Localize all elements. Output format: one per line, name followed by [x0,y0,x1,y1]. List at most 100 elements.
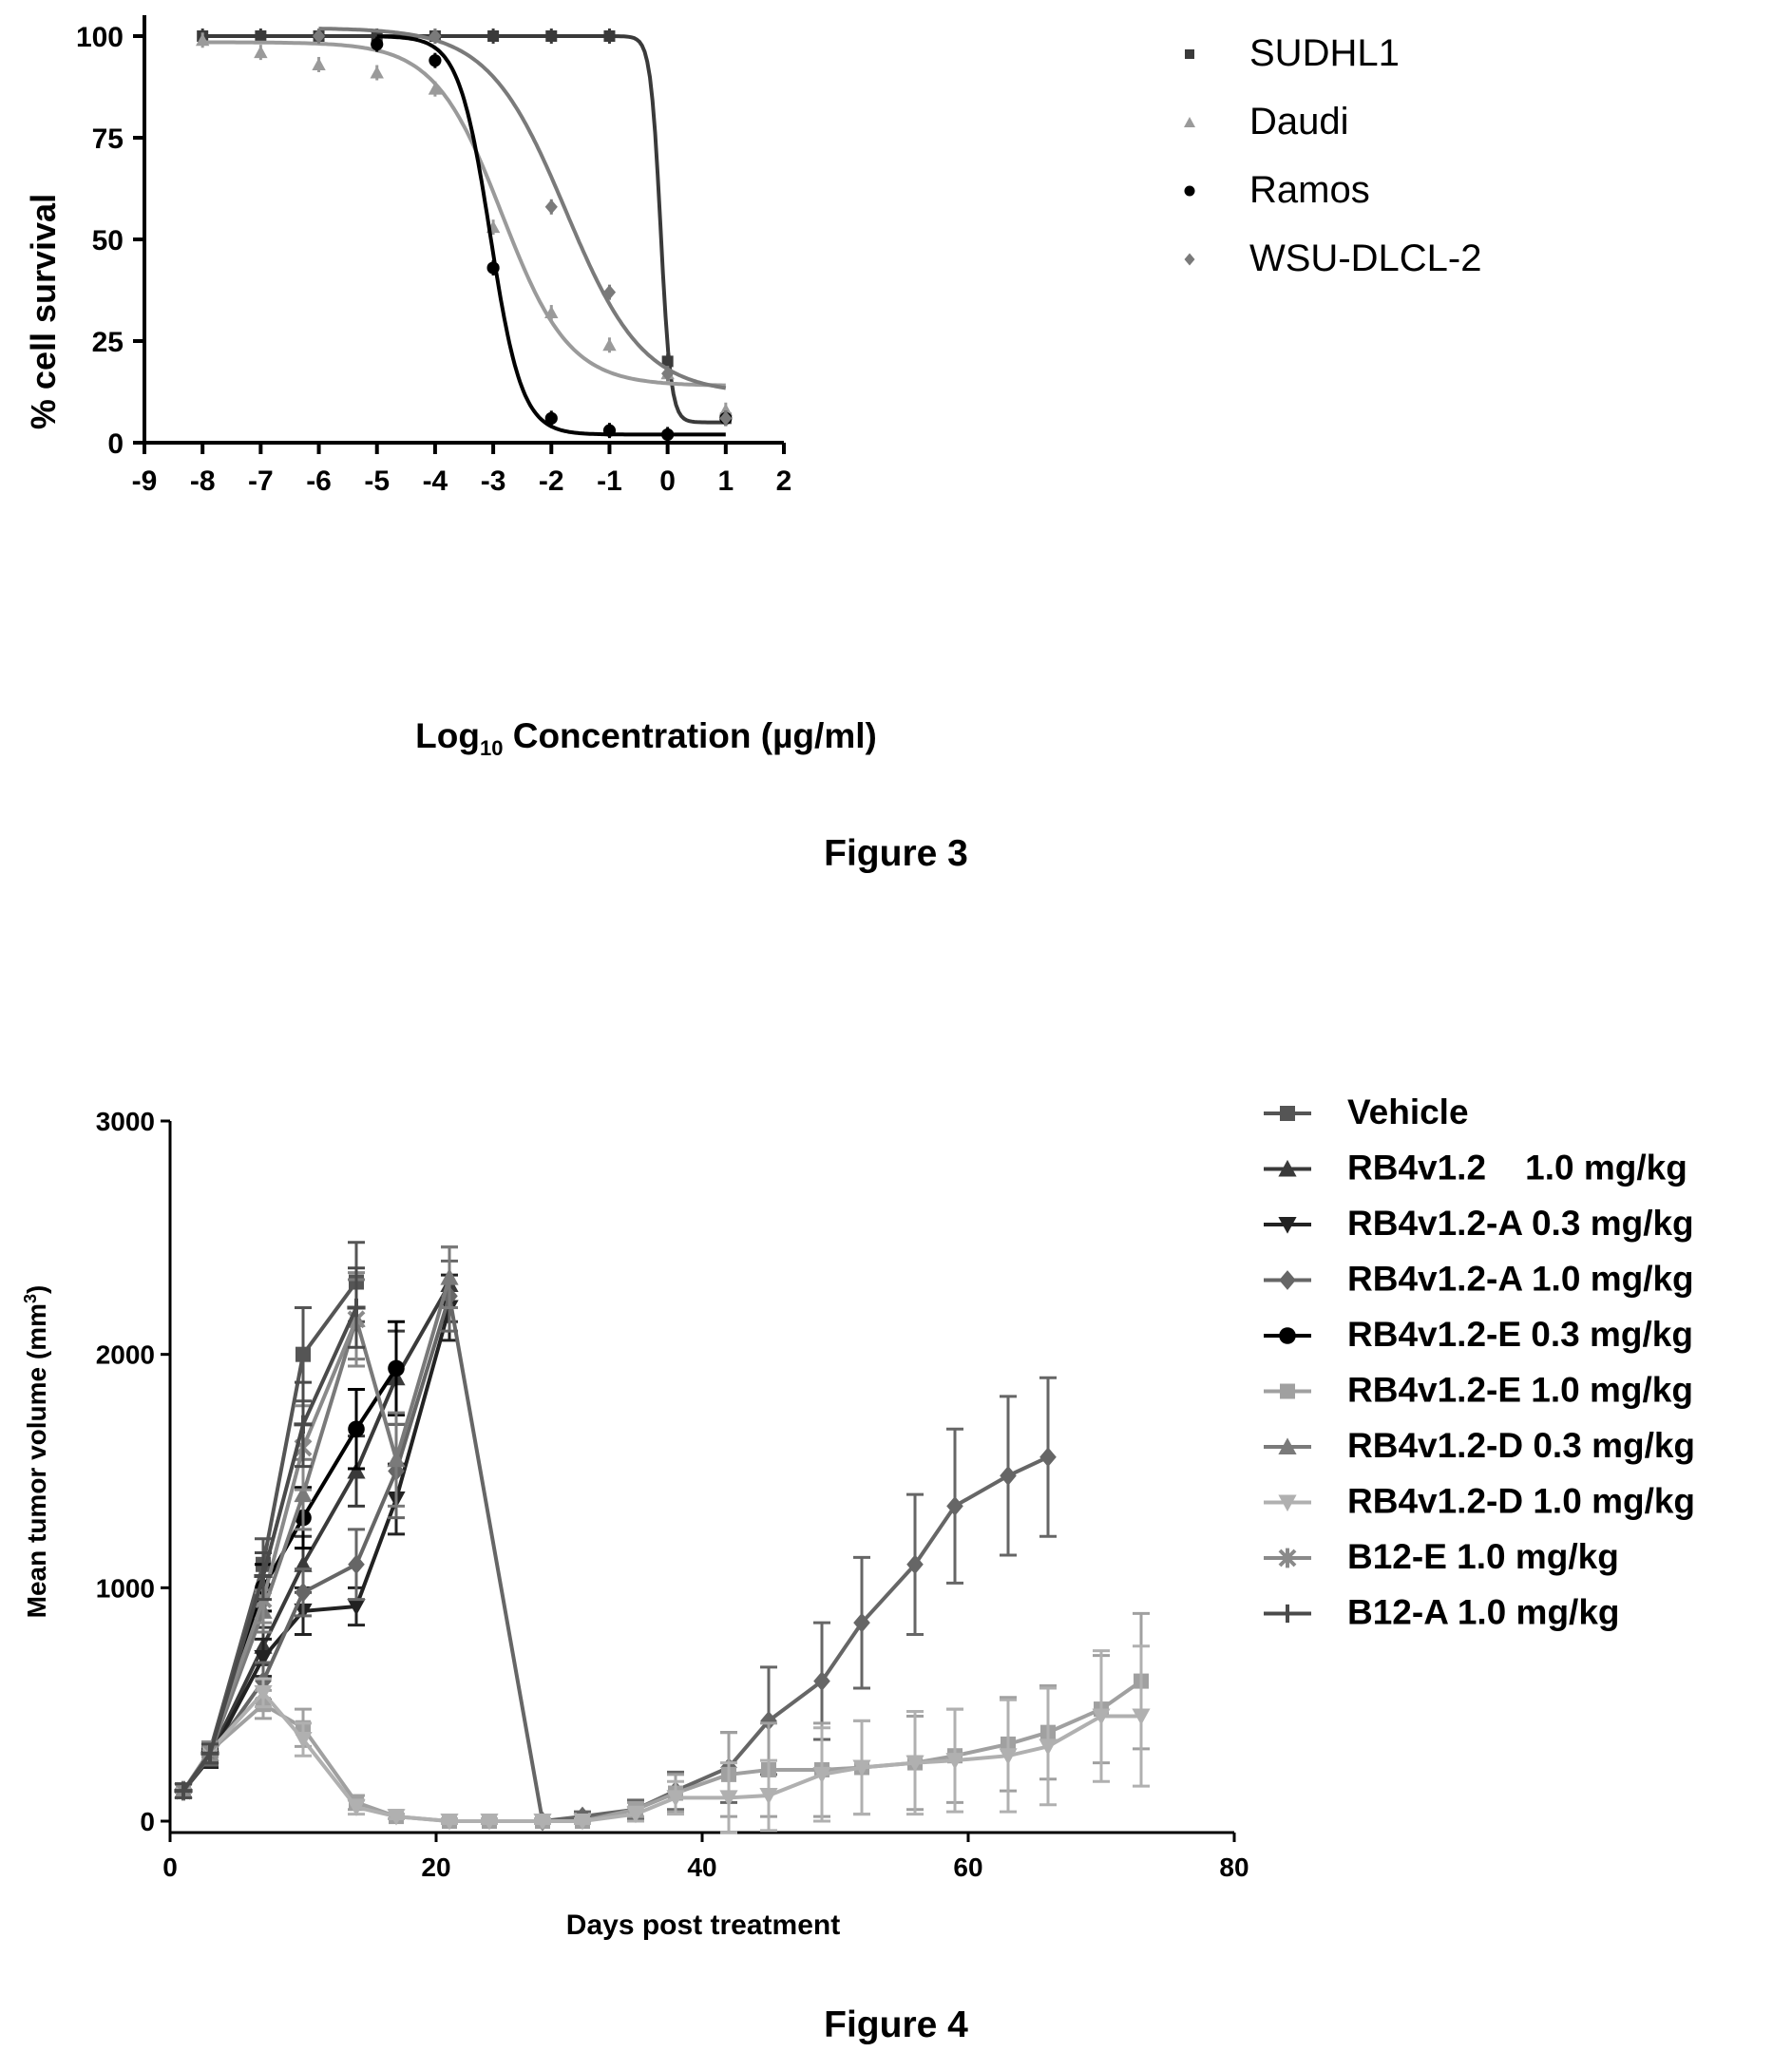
fig4-series-line-7 [181,1689,1141,1823]
fig3-x-title-rest: Concentration (µg/ml) [503,716,876,755]
fig4-data-point [174,1781,193,1800]
fig3-x-title-sub: 10 [480,736,503,760]
fig3-data-point [428,82,443,95]
fig3-x-tick-label: 2 [776,466,792,497]
fig3-x-axis-title: Log10 Concentration (µg/ml) [415,716,877,760]
fig4-legend-label: RB4v1.2-A 0.3 mg/kg [1347,1204,1694,1243]
fig4-legend: Vehicle RB4v1.2 1.0 mg/kg RB4v1.2-A 0.3 mg… [1264,1092,1695,1632]
fig4-series-line-5 [181,1679,1143,1823]
fig4-legend-label: Vehicle [1347,1092,1469,1131]
fig4-data-point [294,1415,313,1434]
fig3-fit-curve-3 [318,27,727,390]
fig4-data-point [999,1748,1018,1765]
fig4-x-tick-label: 40 [687,1852,716,1882]
fig3-legend-marker [1185,49,1194,59]
fig4-y-title-close: ) [22,1285,51,1294]
fig4-data-point [347,1799,366,1816]
fig4-legend-marker [1279,1270,1296,1290]
fig4-data-point [440,1267,459,1285]
fig3-data-point [195,33,210,47]
fig3-x-tick-label: -2 [539,466,564,497]
fig3-data-point [255,30,267,42]
fig3-y-axis-title: % cell survival [24,194,63,429]
fig4-data-point [254,1567,273,1586]
fig4-x-tick-label: 20 [421,1852,450,1882]
fig4-legend-label: RB4v1.2-A 1.0 mg/kg [1347,1260,1694,1299]
fig3-data-point [661,428,675,442]
fig4-data-point [254,1684,273,1702]
fig4-x-axis-title: Days post treatment [566,1910,840,1941]
fig4-data-point [387,1809,406,1826]
fig4-data-point [853,1612,870,1633]
fig4-data-point [1092,1708,1111,1726]
fig4-x-tick-label: 80 [1219,1852,1249,1882]
fig3-x-tick-label: -7 [248,466,274,497]
fig3-data-point [312,57,326,70]
fig4-data-point [294,1732,313,1749]
fig4-legend-marker [1278,1494,1297,1512]
fig4-legend-marker [1279,1327,1296,1344]
fig3-data-point [602,424,617,437]
fig3-x-tick-label: -4 [423,466,448,497]
fig3-y-tick-label: 100 [76,22,124,53]
fig3-data-point [429,28,442,44]
fig3-data-point [487,30,500,42]
fig3-y-tick-label: 25 [92,327,124,358]
fig4-y-tick-label: 2000 [96,1340,155,1370]
fig3-legend-label: Ramos [1249,169,1370,211]
fig3-legend-label: WSU-DLCL-2 [1249,238,1481,279]
fig4-data-point [852,1759,871,1777]
fig4-y-title-sup: 3 [21,1294,40,1303]
fig3-data-point [371,37,384,51]
fig4-data-point [295,1582,312,1603]
fig4-data-point [666,1790,685,1808]
fig4-data-point [1000,1466,1017,1486]
fig4-legend-label: B12-A 1.0 mg/kg [1347,1593,1620,1632]
fig4-data-point [348,1554,365,1575]
fig3-legend-label: Daudi [1249,101,1349,142]
fig4-data-point [759,1787,778,1805]
fig4-data-point [440,1814,459,1831]
fig3-x-tick-label: 0 [659,466,676,497]
fig3-legend-label: SUDHL1 [1249,32,1400,74]
fig4-data-point [946,1495,963,1516]
fig4-legend-label: RB4v1.2-E 1.0 mg/kg [1347,1371,1693,1410]
fig3-legend-marker [1184,117,1195,127]
fig4-data-point [480,1814,499,1831]
fig4-y-tick-label: 1000 [96,1573,155,1603]
fig4-legend-label: RB4v1.2-D 1.0 mg/kg [1347,1482,1695,1521]
fig4-legend-marker [1278,1548,1297,1568]
fig3-data-point [544,305,559,319]
fig4-data-point [626,1806,645,1824]
fig4-legend-marker [1278,1437,1297,1454]
fig3-y-tick-label: 50 [92,225,124,256]
fig4-data-point [719,1790,738,1808]
fig3-fit-curve-2 [376,34,726,437]
fig3-data-point [602,284,617,300]
fig3-data-point [661,366,675,382]
figure-3-dose-response-chart: -9 -8 -7 -6 -5 -4 -3 -2 -1 0 1 2 0 25 50 75 100 % cell s… [24,15,1481,760]
fig4-data-point [945,1753,964,1770]
fig3-legend-marker [1184,185,1195,197]
fig3-fit-curve-0 [202,34,726,425]
fig4-data-point [573,1814,592,1831]
fig4-data-point [295,1346,311,1362]
fig4-legend-label: RB4v1.2-D 0.3 mg/kg [1347,1426,1695,1465]
fig4-legend-label: RB4v1.2-E 0.3 mg/kg [1347,1315,1693,1354]
fig3-data-point [486,261,500,275]
fig3-data-point [545,30,558,42]
fig4-data-point [1039,1447,1057,1468]
fig4-data-point [348,1420,365,1438]
fig3-y-tick-label: 0 [107,428,124,460]
fig3-data-point [603,30,616,42]
fig3-data-point [661,355,674,368]
fig4-data-point [387,1450,406,1468]
fig3-y-tick-label: 75 [92,124,124,155]
fig4-legend-marker [1280,1383,1295,1399]
fig3-plot-area: -9 -8 -7 -6 -5 -4 -3 -2 -1 0 1 2 0 25 50 75 100 [76,15,791,497]
fig3-x-tick-label: 1 [717,466,734,497]
fig4-y-tick-label: 0 [140,1807,155,1836]
fig3-x-tick-label: -3 [481,466,506,497]
figure-4-tumor-volume-chart: 0 20 40 60 80 0 1000 2000 3000 Mean tumor volume… [21,1092,1695,1941]
fig4-data-point [1039,1738,1058,1756]
